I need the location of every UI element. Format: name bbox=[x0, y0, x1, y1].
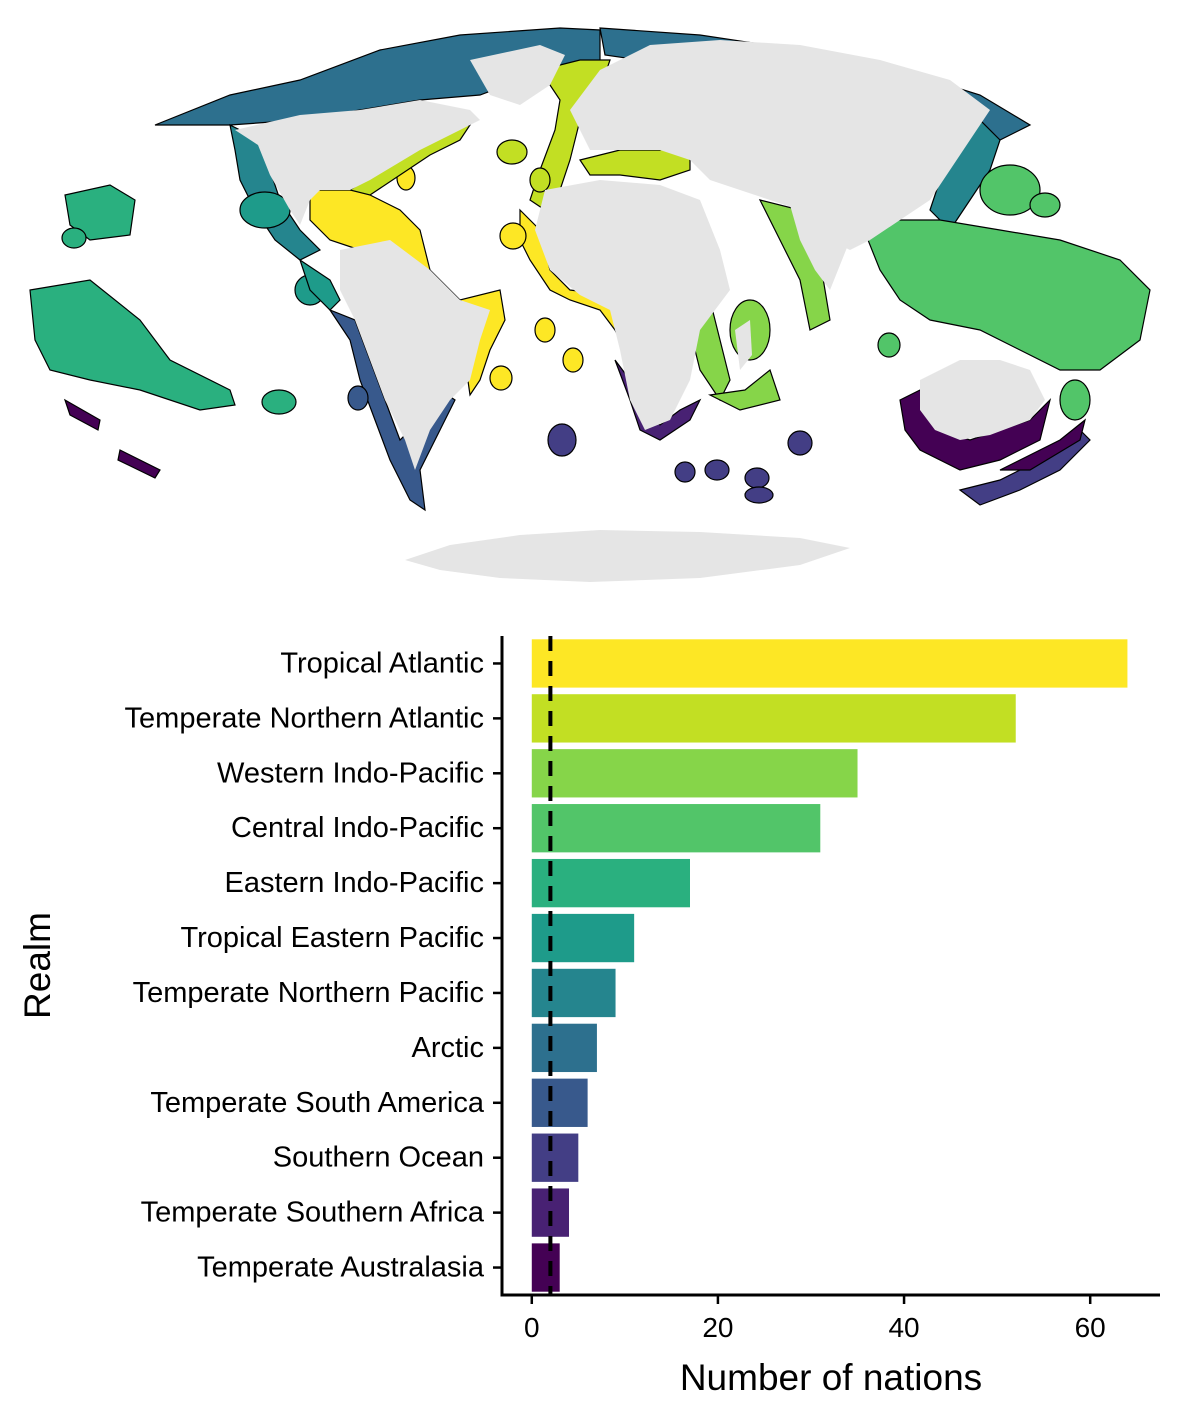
zone-cip-5 bbox=[1059, 379, 1091, 421]
y-axis-title: Realm bbox=[17, 912, 58, 1019]
zone-ta-island-5 bbox=[499, 222, 527, 250]
category-labels-layer: Tropical Atlantic Temperate Northern Atla… bbox=[125, 647, 485, 1283]
zone-tep bbox=[239, 191, 291, 229]
zone-cip-2 bbox=[979, 164, 1041, 216]
x-tick-label-0: 0 bbox=[524, 1312, 540, 1343]
bar-0 bbox=[531, 639, 1128, 688]
category-label-5: Tropical Eastern Pacific bbox=[180, 922, 484, 954]
zone-tna-canary bbox=[529, 167, 551, 193]
bar-8 bbox=[531, 1078, 588, 1127]
land-south-america bbox=[340, 240, 490, 470]
zone-so-1 bbox=[547, 423, 577, 457]
zone-tau-4 bbox=[999, 418, 1087, 471]
category-label-4: Eastern Indo-Pacific bbox=[224, 867, 484, 899]
map-land bbox=[235, 40, 1045, 582]
bar-chart: Tropical Atlantic Temperate Northern Atla… bbox=[17, 636, 1160, 1398]
zone-so-6 bbox=[787, 430, 813, 456]
category-label-8: Temperate South America bbox=[150, 1087, 485, 1119]
zone-cip-3 bbox=[1029, 192, 1061, 218]
zone-cip-4 bbox=[877, 332, 901, 358]
bar-11 bbox=[531, 1243, 560, 1292]
category-label-2: Western Indo-Pacific bbox=[217, 757, 484, 789]
category-label-6: Temperate Northern Pacific bbox=[133, 977, 484, 1009]
x-axis-title: Number of nations bbox=[680, 1357, 982, 1398]
zone-ta-island-1 bbox=[534, 317, 556, 343]
land-australia bbox=[920, 360, 1045, 440]
zone-tau-2 bbox=[63, 398, 101, 431]
zone-so-2 bbox=[674, 461, 696, 483]
land-eurasia bbox=[570, 40, 990, 250]
category-label-10: Temperate Southern Africa bbox=[141, 1197, 485, 1229]
category-label-3: Central Indo-Pacific bbox=[231, 812, 484, 844]
zone-so-5 bbox=[744, 486, 774, 504]
world-map bbox=[29, 27, 1151, 582]
x-ticks-layer: 0 20 40 60 bbox=[524, 1295, 1106, 1343]
bar-9 bbox=[531, 1133, 579, 1182]
category-label-0: Tropical Atlantic bbox=[280, 647, 484, 679]
category-label-1: Temperate Northern Atlantic bbox=[125, 702, 484, 734]
land-india bbox=[790, 205, 850, 290]
land-greenland bbox=[470, 45, 565, 105]
land-madagascar bbox=[735, 320, 752, 370]
land-africa bbox=[535, 180, 730, 430]
bar-5 bbox=[531, 913, 635, 963]
bar-2 bbox=[531, 749, 858, 798]
x-tick-label-3: 60 bbox=[1075, 1312, 1106, 1343]
x-tick-label-1: 20 bbox=[702, 1312, 733, 1343]
category-label-11: Temperate Australasia bbox=[197, 1252, 485, 1284]
bar-3 bbox=[531, 804, 821, 853]
land-antarctica bbox=[405, 530, 850, 582]
bar-1 bbox=[531, 694, 1016, 743]
bar-6 bbox=[531, 968, 616, 1018]
zone-tsa-island bbox=[347, 385, 369, 411]
zone-so-4 bbox=[744, 467, 770, 489]
bar-4 bbox=[531, 858, 690, 908]
axes-layer bbox=[493, 636, 1160, 1297]
bars-layer bbox=[531, 639, 1128, 1292]
zone-so-3 bbox=[704, 459, 730, 481]
zone-ta-island-2 bbox=[562, 347, 584, 373]
zone-eip-hawaii bbox=[64, 184, 136, 241]
zone-eip-2 bbox=[261, 389, 297, 415]
zone-tau-3 bbox=[117, 449, 161, 479]
category-label-9: Southern Ocean bbox=[273, 1142, 484, 1174]
bar-7 bbox=[531, 1023, 597, 1073]
zone-eip-3 bbox=[61, 227, 87, 249]
x-tick-label-2: 40 bbox=[888, 1312, 919, 1343]
zone-eip-1 bbox=[29, 279, 236, 411]
zone-ta-island-3 bbox=[489, 365, 513, 391]
zone-wip-4 bbox=[708, 368, 781, 411]
land-north-america bbox=[235, 100, 480, 225]
zone-tna-azores bbox=[496, 139, 528, 165]
zone-cip-1 bbox=[859, 219, 1151, 371]
category-label-7: Arctic bbox=[412, 1032, 485, 1064]
zone-tep-coast bbox=[298, 258, 341, 311]
